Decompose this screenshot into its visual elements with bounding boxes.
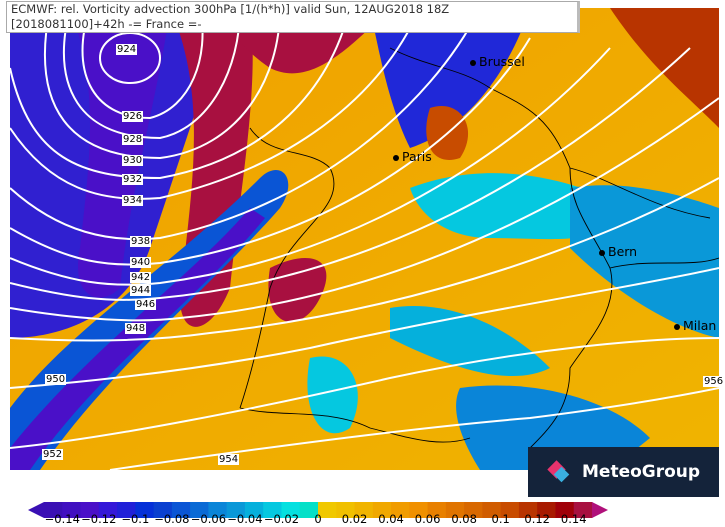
colorbar-tick-label: −0.12 (81, 512, 117, 526)
city-label: Milan (683, 318, 717, 333)
city-dot-icon (470, 59, 476, 66)
isobar-label: 924 (116, 44, 138, 55)
colorbar-tick-label: 0.04 (378, 512, 404, 526)
coastlines-borders (239, 47, 719, 449)
colorbar-segment (318, 502, 337, 518)
colorbar-segment (427, 502, 447, 518)
city-paris: Paris (393, 149, 432, 164)
colorbar-under-triangle (28, 502, 44, 518)
colorbar-segment (98, 502, 118, 518)
colorbar-segment (299, 502, 319, 518)
isobar-label: 940 (130, 257, 152, 268)
isobar-label: 938 (130, 236, 152, 247)
colorbar-tick-label: 0 (314, 512, 322, 526)
city-label: Paris (402, 149, 432, 164)
colorbar-tick-label: 0.06 (414, 512, 441, 526)
isobar-label: 934 (122, 195, 144, 206)
colorbar-segment (500, 502, 520, 518)
colorbar-segment (555, 502, 575, 518)
isobar-label: 930 (122, 155, 144, 166)
isobar-label: 950 (45, 374, 67, 385)
colorbar-segment (190, 502, 209, 518)
vorticity-map (10, 8, 719, 470)
city-brussel: Brussel (470, 54, 525, 69)
colorbar-segment (62, 502, 82, 518)
map-title-line2: [2018081100]+42h -= France =- (11, 17, 202, 31)
colorbar-tick-label: 0.14 (560, 512, 587, 526)
meteogroup-diamond-icon (547, 460, 570, 483)
city-dot-icon (393, 154, 399, 161)
colorbar-segment (226, 502, 246, 518)
colorbar-tick-label: −0.04 (227, 512, 263, 526)
colorbar-segment (464, 502, 483, 518)
city-milan: Milan (674, 318, 716, 333)
colorbar-tick-label: −0.02 (263, 512, 300, 526)
colorbar-segment (208, 502, 228, 518)
city-label: Brussel (479, 54, 525, 69)
colorbar-segment (263, 502, 282, 518)
colorbar-tick-label: −0.08 (154, 512, 190, 526)
meteogroup-logo: MeteoGroup (528, 447, 719, 497)
isobar-label: 954 (218, 454, 240, 465)
colorbar-segment (372, 502, 392, 518)
isobar-label: 928 (122, 134, 144, 145)
colorbar-segment (244, 502, 264, 518)
city-dot-icon (674, 323, 680, 330)
city-dot-icon (599, 249, 605, 256)
colorbar-segment (281, 502, 301, 518)
isobar-label: 946 (135, 299, 157, 310)
isobar-label: 942 (130, 272, 152, 283)
colorbar-segment (409, 502, 429, 518)
isobar-label: 956 (703, 376, 725, 387)
colorbar-segment (445, 502, 465, 518)
colorbar-segment (153, 502, 173, 518)
colorbar-tick-label: −0.14 (44, 512, 80, 526)
colorbar-segment (80, 502, 100, 518)
isobar-label: 926 (122, 111, 144, 122)
colorbar-segment (117, 502, 136, 518)
colorbar-tick-label: −0.1 (121, 512, 150, 526)
colorbar-tick-label: −0.06 (190, 512, 227, 526)
colorbar-tick-label: 0.02 (341, 512, 368, 526)
city-label: Bern (608, 244, 638, 259)
isobars (10, 8, 719, 470)
isobar-label: 952 (42, 449, 64, 460)
colorbar-over-triangle (592, 502, 608, 518)
colorbar-segment (391, 502, 410, 518)
colorbar-segment (44, 502, 63, 518)
logo-text: MeteoGroup (582, 462, 701, 482)
colorbar-tick-label: 0.08 (451, 512, 477, 526)
colorbar-segment (135, 502, 155, 518)
colorbar-segment (482, 502, 502, 518)
colorbar (28, 502, 608, 518)
isobar-label: 944 (130, 285, 152, 296)
colorbar-segment (171, 502, 191, 518)
map-title-line1: ECMWF: rel. Vorticity advection 300hPa [… (11, 2, 450, 16)
colorbar-segment (537, 502, 556, 518)
colorbar-segment (518, 502, 538, 518)
colorbar-tick-label: 0.1 (491, 512, 510, 526)
colorbar-tick-label: 0.12 (524, 512, 550, 526)
isobar-label: 932 (122, 174, 144, 185)
city-bern: Bern (599, 244, 637, 259)
isobar-label: 948 (125, 323, 147, 334)
colorbar-segment (573, 502, 593, 518)
map-title-box: ECMWF: rel. Vorticity advection 300hPa [… (6, 1, 580, 33)
colorbar-segment (336, 502, 356, 518)
colorbar-segment (354, 502, 374, 518)
